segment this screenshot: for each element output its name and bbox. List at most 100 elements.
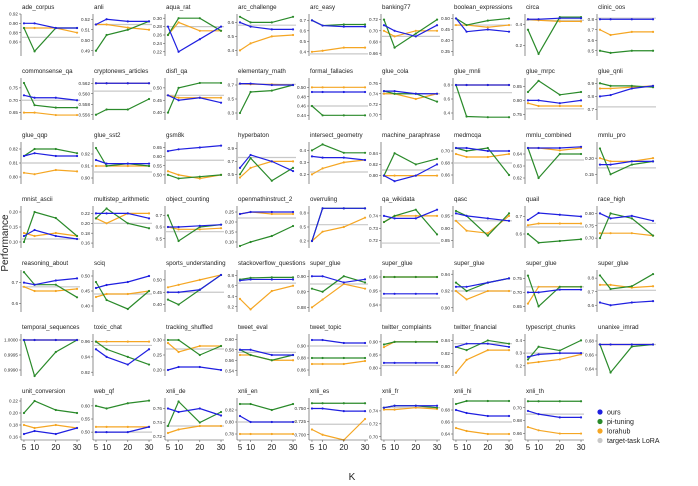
x-tick-label: 20 — [483, 443, 492, 452]
data-point-lorahub — [75, 31, 79, 34]
panel-title: banking77 — [382, 4, 411, 11]
series-line-pi-tuning — [239, 349, 294, 361]
data-point-lorahub — [558, 20, 561, 23]
data-point-lorahub — [291, 160, 295, 163]
data-point-lorahub — [177, 96, 180, 99]
series-line-pi-tuning — [239, 276, 294, 281]
data-point-pi-tuning — [33, 50, 36, 53]
panel: gsm8k 0.50 0.55 0.60 0.65 — [153, 132, 224, 184]
data-point-ours — [166, 25, 170, 28]
series-line-ours — [527, 99, 582, 104]
x-tick-label: 5 — [166, 443, 171, 452]
data-point-ours — [105, 355, 108, 359]
data-point-pi-tuning — [22, 411, 26, 415]
y-tick-label: 0.55 — [81, 417, 90, 422]
series-line-ours — [239, 415, 294, 423]
data-point-lorahub — [651, 157, 655, 160]
panel-title: glue_cola — [382, 68, 409, 75]
series-line-ours — [167, 407, 222, 417]
data-point-pi-tuning — [393, 214, 396, 217]
y-tick-label: 0.65 — [513, 304, 522, 309]
data-point-pi-tuning — [238, 402, 242, 406]
panel: super_glue 0.65 0.70 0.75 — [513, 260, 584, 312]
data-point-lorahub — [126, 340, 129, 343]
data-point-pi-tuning — [177, 177, 180, 180]
data-point-pi-tuning — [507, 212, 511, 215]
data-point-ours — [537, 413, 540, 416]
data-point-lorahub — [33, 26, 36, 30]
y-tick-label: 0.45 — [153, 98, 162, 103]
data-point-lorahub — [249, 432, 252, 436]
series-line-ours — [23, 152, 78, 157]
series-line-pi-tuning — [167, 82, 222, 113]
data-point-pi-tuning — [219, 344, 223, 348]
data-point-pi-tuning — [249, 90, 252, 94]
series-line-lorahub — [23, 27, 78, 34]
data-point-ours — [414, 35, 417, 38]
panel: glue_mnli 0.4 0.6 0.8 — [444, 68, 512, 120]
panel-title: arc_challenge — [238, 4, 277, 11]
series-line-pi-tuning — [23, 82, 78, 109]
y-tick-label: 0.70 — [9, 98, 18, 103]
data-point-ours — [486, 414, 489, 418]
data-point-ours — [310, 239, 314, 243]
series-line-pi-tuning — [383, 19, 438, 49]
data-point-ours — [291, 83, 295, 87]
y-tick-label: 0.75 — [585, 223, 594, 228]
panel: twitter_financial 0.80 0.82 0.84 — [441, 324, 512, 376]
data-point-ours — [486, 281, 489, 284]
series-line-pi-tuning — [455, 147, 510, 176]
data-point-lorahub — [270, 212, 273, 216]
series-line-lorahub — [311, 360, 366, 365]
data-point-lorahub — [54, 231, 57, 235]
panel: mmlu_pro 0.15 0.20 — [585, 132, 656, 184]
x-tick-label: 10 — [318, 443, 327, 452]
data-point-lorahub — [166, 286, 170, 289]
y-tick-label: 0.26 — [153, 33, 162, 38]
data-point-lorahub — [105, 23, 108, 26]
series-line-ours — [311, 407, 366, 412]
series-line-lorahub — [599, 232, 654, 237]
data-point-pi-tuning — [270, 276, 273, 279]
data-point-pi-tuning — [166, 424, 170, 428]
data-point-pi-tuning — [126, 222, 129, 225]
y-tick-label: 0.5 — [588, 48, 595, 53]
data-point-lorahub — [507, 152, 511, 156]
data-point-ours — [238, 212, 242, 216]
data-point-pi-tuning — [310, 402, 314, 405]
series-line-pi-tuning — [167, 174, 222, 180]
data-point-pi-tuning — [105, 33, 108, 37]
y-tick-label: 0.70 — [513, 290, 522, 295]
y-tick-label: 0.9 — [228, 146, 235, 151]
data-point-ours — [105, 18, 108, 21]
data-point-ours — [609, 18, 612, 21]
panel-title: unanixe_imrad — [598, 324, 639, 331]
data-point-pi-tuning — [435, 100, 439, 103]
y-tick-label: 0.90 — [297, 274, 306, 279]
data-point-ours — [609, 304, 612, 307]
y-tick-label: 0.9995 — [4, 353, 18, 358]
data-point-pi-tuning — [75, 234, 79, 238]
series-line-ours — [95, 348, 150, 366]
data-point-ours — [651, 160, 655, 163]
data-point-lorahub — [270, 289, 273, 293]
data-point-ours — [75, 154, 79, 158]
y-tick-label: 0.48 — [297, 94, 306, 99]
y-tick-label: 0.7 — [228, 83, 235, 88]
panel: elementary_math 0.3 0.5 0.7 — [228, 68, 296, 120]
data-point-pi-tuning — [630, 163, 633, 166]
data-point-ours — [249, 278, 252, 281]
data-point-lorahub — [465, 358, 468, 361]
data-point-pi-tuning — [238, 244, 242, 248]
data-point-ours — [33, 283, 36, 286]
y-tick-label: 0.80 — [369, 173, 378, 178]
series-line-lorahub — [599, 284, 654, 289]
data-point-ours — [579, 351, 583, 355]
data-point-ours — [465, 411, 468, 415]
panel-title: toxic_chat — [94, 324, 122, 331]
series-line-lorahub — [599, 157, 654, 162]
y-tick-label: 0.7 — [156, 213, 163, 218]
panel-title: xnli_de — [166, 388, 186, 395]
data-point-pi-tuning — [147, 227, 151, 230]
data-point-ours — [147, 425, 151, 428]
